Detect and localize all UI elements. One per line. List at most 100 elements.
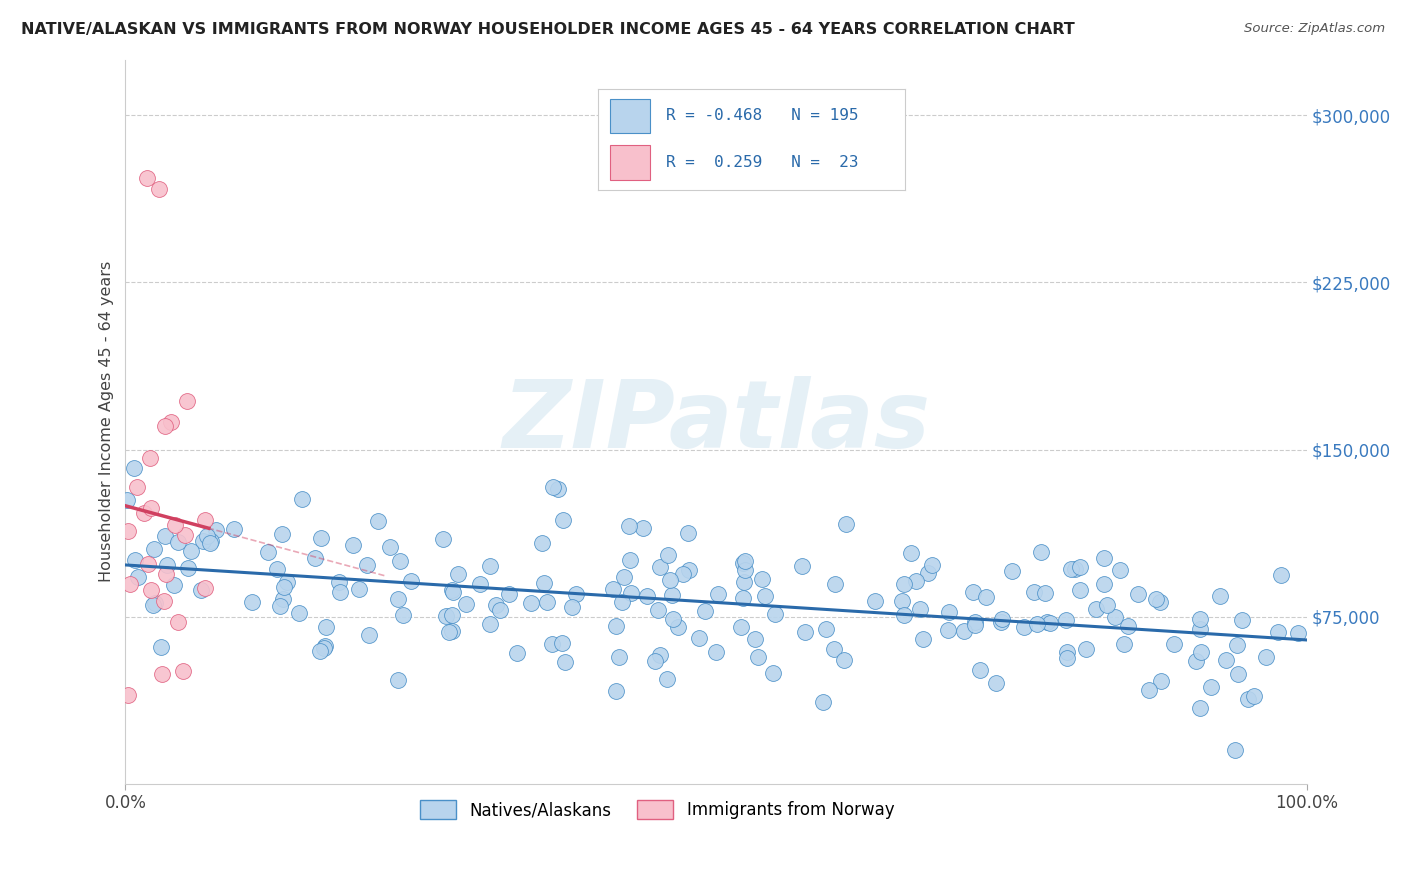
Point [271,527,294,541]
Point [276,575,298,590]
Point [609,650,631,665]
Point [706,587,728,601]
Point [547,482,569,496]
Point [613,570,636,584]
Point [1084,602,1107,616]
Point [814,622,837,636]
Point [648,559,671,574]
Point [356,558,378,572]
Point [540,636,562,650]
Point [893,576,915,591]
Point [1108,563,1130,577]
Point [1092,577,1115,591]
Point [141,583,163,598]
Point [551,636,574,650]
Point [1069,560,1091,574]
Point [176,394,198,409]
Point [1012,620,1035,634]
Point [636,589,658,603]
Point [127,570,149,584]
Point [731,591,754,606]
Point [688,631,710,645]
Point [900,546,922,560]
Point [125,480,148,494]
Point [969,663,991,677]
Point [470,577,492,591]
Point [485,599,508,613]
Point [380,541,402,555]
Point [1227,666,1250,681]
Point [962,584,984,599]
Point [605,619,627,633]
Point [117,524,139,538]
Point [650,648,672,662]
Point [115,492,138,507]
Point [1095,598,1118,612]
Point [747,650,769,665]
Point [155,529,177,543]
Point [142,541,165,556]
Point [1188,701,1211,715]
Point [163,518,186,533]
Point [162,578,184,592]
Point [159,415,181,429]
Point [143,596,166,610]
Point [1054,613,1077,627]
Point [148,182,170,196]
Point [304,551,326,566]
Point [908,601,931,615]
Point [734,563,756,577]
Point [198,536,221,550]
Point [661,612,683,626]
Point [447,567,470,582]
Point [204,524,226,538]
Point [824,577,846,591]
Point [1149,595,1171,609]
Text: ZIPatlas: ZIPatlas [502,376,931,467]
Point [1064,561,1087,575]
Point [1056,650,1078,665]
Point [1056,645,1078,659]
Point [180,543,202,558]
Point [1254,650,1277,665]
Point [657,549,679,563]
Point [1267,625,1289,640]
Point [342,538,364,552]
Point [1104,609,1126,624]
Point [150,667,173,681]
Point [1069,583,1091,598]
Point [441,624,464,639]
Point [142,599,165,613]
Point [489,603,512,617]
Point [200,533,222,548]
Point [1116,619,1139,633]
Point [1150,674,1173,689]
Point [1126,587,1149,601]
Point [195,529,218,543]
Point [1185,655,1208,669]
Point [257,545,280,559]
Point [1029,545,1052,559]
Point [155,567,177,582]
Point [938,606,960,620]
Point [730,620,752,634]
Point [647,603,669,617]
Point [314,639,336,653]
Point [139,501,162,516]
Point [1199,680,1222,694]
Point [1270,567,1292,582]
Point [399,574,422,588]
Point [605,684,627,698]
Point [744,632,766,646]
Point [811,695,834,709]
Text: Source: ZipAtlas.com: Source: ZipAtlas.com [1244,22,1385,36]
Point [439,625,461,640]
Point [733,574,755,589]
Point [328,574,350,589]
Point [1060,562,1083,576]
Point [288,606,311,620]
Point [536,595,558,609]
Point [610,594,633,608]
Point [991,611,1014,625]
Point [763,607,786,622]
